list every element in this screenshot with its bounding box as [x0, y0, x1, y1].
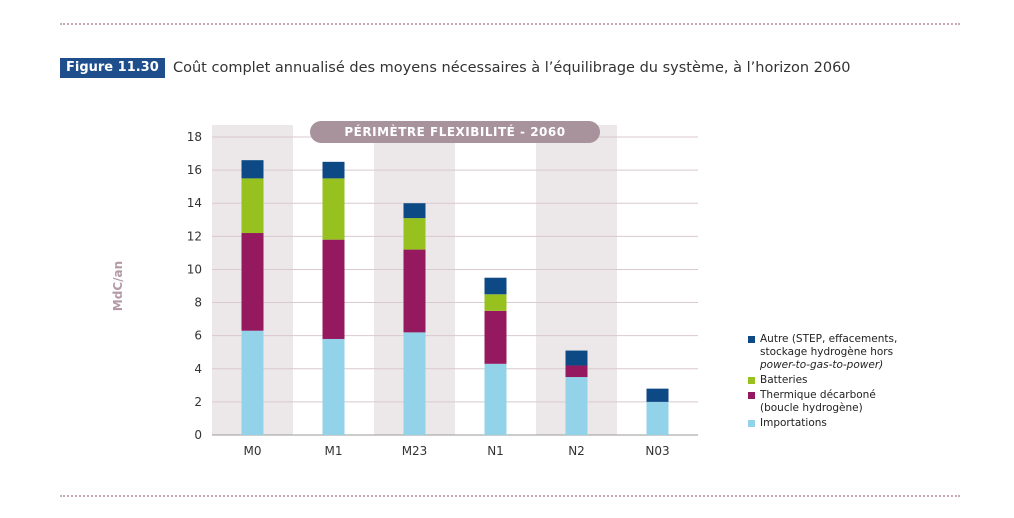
- legend-swatch: [748, 377, 755, 384]
- bar-n1-autre: [484, 277, 507, 295]
- legend-label: power-to-gas-to-power): [760, 359, 884, 371]
- bar-m23-importations: [403, 332, 426, 435]
- y-tick-label: 14: [187, 196, 202, 210]
- y-tick-label: 4: [194, 362, 202, 376]
- bar-n2-importations: [565, 377, 588, 435]
- y-tick-label: 12: [187, 229, 202, 243]
- perimeter-banner: [310, 121, 600, 143]
- legend-item: Batteries: [748, 374, 948, 387]
- x-tick-label: N2: [568, 444, 585, 458]
- chart-legend: Autre (STEP, effacements, stockage hydrog…: [748, 333, 948, 432]
- bar-n2-thermique: [565, 365, 588, 378]
- x-tick-label: M23: [402, 444, 428, 458]
- bar-n1-thermique: [484, 310, 507, 364]
- legend-label: (boucle hydrogène): [760, 402, 863, 414]
- bar-n1-batteries: [484, 294, 507, 311]
- legend-label: stockage hydrogène hors: [760, 346, 894, 358]
- x-tick-label: M1: [325, 444, 343, 458]
- y-tick-label: 18: [187, 130, 202, 144]
- legend-label: Thermique décarboné: [760, 389, 876, 401]
- bar-m0-batteries: [241, 178, 264, 234]
- y-tick-label: 6: [194, 329, 202, 343]
- bar-n1-importations: [484, 363, 507, 435]
- x-tick-label: N03: [645, 444, 669, 458]
- y-tick-label: 2: [194, 395, 202, 409]
- x-tick-label: N1: [487, 444, 504, 458]
- y-tick-label: 8: [194, 296, 202, 310]
- legend-swatch: [748, 392, 755, 399]
- figure-label: Figure 11.30: [60, 58, 165, 78]
- legend-item: Autre (STEP, effacements, stockage hydrog…: [748, 333, 948, 372]
- y-tick-label: 16: [187, 163, 202, 177]
- bar-n2-autre: [565, 350, 588, 366]
- y-tick-label: 10: [187, 262, 202, 276]
- legend-swatch: [748, 420, 755, 427]
- x-tick-label: M0: [244, 444, 262, 458]
- figure-title: Coût complet annualisé des moyens nécess…: [173, 60, 851, 76]
- legend-swatch: [748, 336, 755, 343]
- legend-item: Importations: [748, 417, 948, 430]
- bar-m0-importations: [241, 330, 264, 435]
- bar-m23-batteries: [403, 218, 426, 250]
- bar-m23-thermique: [403, 249, 426, 333]
- bar-m1-importations: [322, 338, 345, 435]
- legend-label: Importations: [760, 417, 827, 429]
- bar-n03-autre: [646, 388, 669, 402]
- legend-label: Batteries: [760, 374, 808, 386]
- bar-m1-thermique: [322, 239, 345, 339]
- bar-m23-autre: [403, 203, 426, 219]
- bar-m1-autre: [322, 161, 345, 179]
- perimeter-banner-text: PÉRIMÈTRE FLEXIBILITÉ - 2060: [344, 124, 565, 139]
- bottom-dotted-rule: [60, 495, 960, 497]
- top-dotted-rule: [60, 23, 960, 25]
- bar-m0-thermique: [241, 233, 264, 331]
- y-tick-label: 0: [194, 428, 202, 442]
- legend-label: Autre (STEP, effacements,: [760, 333, 898, 345]
- bar-m0-autre: [241, 160, 264, 179]
- bar-n03-importations: [646, 401, 669, 435]
- legend-item: Thermique décarboné (boucle hydrogène): [748, 389, 948, 415]
- bar-m1-batteries: [322, 178, 345, 240]
